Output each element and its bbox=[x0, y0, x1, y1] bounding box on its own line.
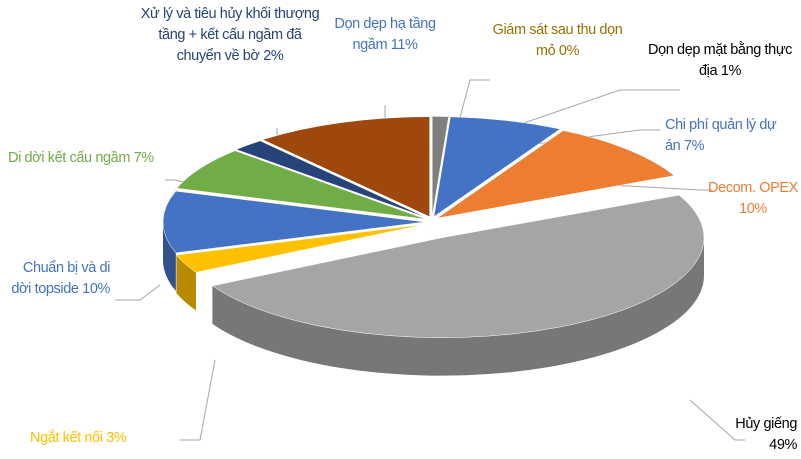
leader-line bbox=[489, 129, 660, 151]
label: Xử lý và tiêu hủy khối thượng tầng + kết… bbox=[140, 6, 320, 64]
slice bbox=[235, 140, 428, 219]
label: Di dời kết cấu ngầm 7% bbox=[8, 150, 154, 166]
label: Ngắt kết nối 3% bbox=[30, 430, 127, 446]
label: Dọn dẹp mặt bằng thực địa 1% bbox=[648, 42, 792, 79]
slice bbox=[433, 116, 561, 218]
slice bbox=[436, 130, 675, 219]
slice bbox=[261, 116, 430, 218]
slice bbox=[175, 223, 426, 273]
leader-line bbox=[180, 359, 216, 441]
leader-line bbox=[689, 399, 745, 441]
label: Chi phí quản lý dự án 7% bbox=[665, 117, 777, 154]
slice bbox=[211, 194, 705, 338]
leader-line bbox=[115, 284, 161, 301]
label: Dọn dẹp hạ tầng ngầm 11% bbox=[334, 16, 436, 53]
label: Giám sát sau thu dọn mỏ 0% bbox=[492, 22, 623, 59]
tops bbox=[162, 116, 705, 338]
slice bbox=[162, 190, 426, 254]
slice-side-shade bbox=[163, 222, 176, 291]
slice-side bbox=[163, 222, 176, 291]
slice bbox=[176, 150, 427, 220]
leader-line bbox=[609, 184, 712, 191]
slice bbox=[431, 116, 449, 217]
label: Decom. OPEX 10% bbox=[708, 180, 798, 217]
slice-side bbox=[212, 237, 704, 376]
label: Chuẩn bị và di dời topside 10% bbox=[11, 260, 110, 297]
slice-side-shade bbox=[212, 237, 704, 376]
label: Hủy giếng 49% bbox=[735, 416, 797, 453]
